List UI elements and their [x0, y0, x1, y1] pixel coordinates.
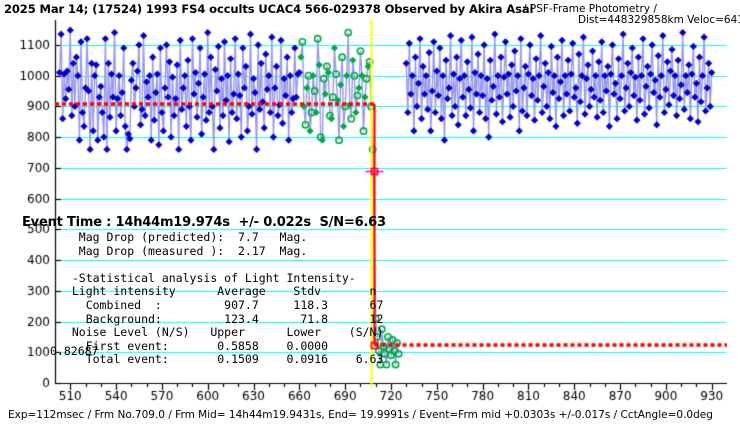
footer-exposure-info: Exp=112msec / Frm No.709.0 / Frm Mid= 14… — [8, 409, 713, 421]
chi-square-value: 0.82687 — [50, 344, 99, 358]
event-time-summary: Event Time : 14h44m19.974s +/- 0.022s S/… — [22, 215, 386, 230]
statistics-block: Mag Drop (predicted): 7.7 Mag. Mag Drop … — [71, 230, 384, 367]
